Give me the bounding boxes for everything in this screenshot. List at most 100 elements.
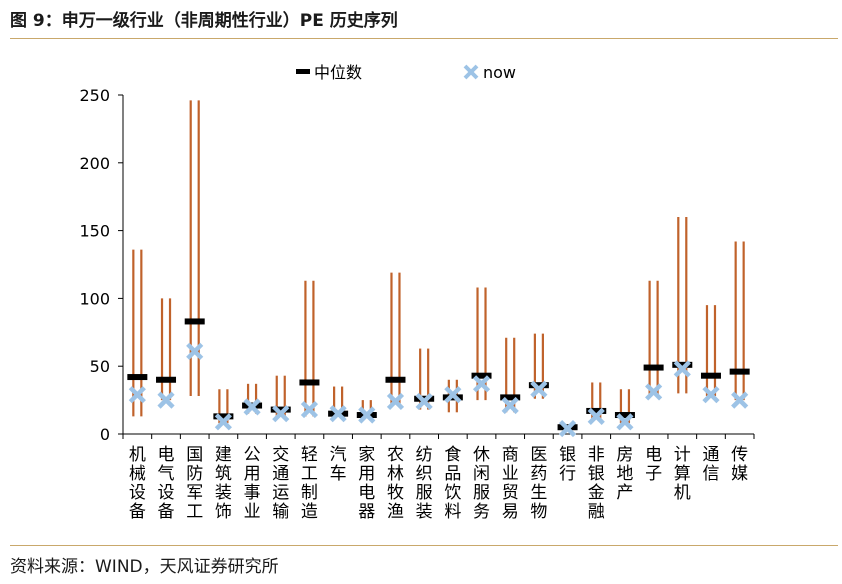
source-note: 资料来源：WIND，天风证券研究所 — [10, 557, 279, 577]
y-tick-label: 0 — [100, 425, 110, 444]
title-divider — [10, 38, 838, 39]
source-divider — [10, 545, 838, 546]
now-marker-stroke — [272, 405, 290, 423]
now-marker — [673, 360, 691, 378]
now-marker — [645, 383, 663, 401]
category-label: 汽车 — [330, 445, 347, 484]
now-marker — [587, 407, 605, 425]
now-marker-stroke — [501, 396, 519, 415]
category-label: 国防军工 — [186, 445, 203, 522]
figure-title: 图 9：申万一级行业（非周期性行业）PE 历史序列 — [10, 11, 398, 31]
category-label: 商业贸易 — [502, 445, 519, 522]
category-label: 食品饮料 — [444, 445, 461, 522]
category-labels: 机械设备电气设备国防军工建筑装饰公用事业交通运输轻工制造汽车家用电器农林牧渔纺织… — [129, 445, 748, 522]
now-marker — [501, 396, 519, 415]
category-label: 传媒 — [731, 445, 748, 484]
y-tick-label: 50 — [90, 357, 110, 376]
category-label: 非银金融 — [588, 445, 605, 522]
category-label: 通信 — [702, 445, 719, 484]
now-marker-stroke — [329, 405, 347, 423]
now-marker — [444, 386, 462, 404]
now-marker-stroke — [702, 386, 720, 404]
now-marker-stroke — [214, 413, 232, 431]
now-marker — [300, 401, 319, 419]
median-marker — [127, 374, 148, 381]
category-label: 房地产 — [616, 445, 633, 503]
now-marker-stroke — [558, 419, 577, 438]
median-marker — [156, 376, 177, 383]
category-label: 机械设备 — [129, 445, 146, 522]
now-marker-stroke — [243, 398, 261, 416]
category-label: 建筑装饰 — [215, 445, 232, 522]
now-marker-stroke — [616, 413, 634, 431]
now-marker-stroke — [530, 380, 548, 398]
now-marker — [731, 391, 749, 409]
median-marker — [184, 318, 205, 325]
y-tick-label: 100 — [79, 289, 110, 308]
category-label: 电气设备 — [158, 445, 175, 522]
median-marker — [614, 412, 635, 419]
median-marker — [270, 406, 291, 413]
now-marker — [157, 391, 175, 409]
now-marker-stroke — [587, 407, 605, 425]
legend-now-label: now — [483, 63, 516, 82]
median-marker — [385, 376, 406, 383]
category-label: 农林牧渔 — [387, 445, 404, 522]
median-marker — [729, 368, 750, 375]
category-label: 医药生物 — [530, 445, 547, 522]
x-axis — [122, 433, 755, 439]
category-label: 休闲服务 — [473, 445, 490, 522]
now-marker-stroke — [444, 386, 462, 404]
category-label: 纺织服装 — [416, 445, 433, 522]
legend-median-marker — [296, 69, 310, 74]
legend-now-marker — [463, 64, 479, 80]
now-marker-stroke — [300, 401, 319, 419]
category-label: 银行 — [559, 445, 576, 484]
legend-median-label: 中位数 — [314, 63, 362, 82]
now-marker — [558, 419, 577, 438]
median-marker — [500, 394, 521, 401]
y-tick-label: 250 — [79, 86, 110, 105]
median-marker — [471, 372, 492, 379]
now-marker — [415, 392, 433, 411]
category-label: 计算机 — [674, 445, 691, 503]
median-marker — [643, 364, 664, 371]
median-marker — [213, 413, 234, 420]
y-tick-label: 200 — [79, 154, 110, 173]
category-label: 轻工制造 — [301, 445, 318, 522]
now-marker — [128, 386, 146, 404]
category-label: 电子 — [645, 445, 662, 484]
chart-legend: 中位数 now — [296, 63, 516, 82]
now-marker — [472, 375, 491, 393]
now-marker-stroke — [386, 392, 405, 411]
y-axis: 0 50 100 150 200 250 — [79, 86, 124, 444]
now-marker — [386, 392, 405, 411]
now-marker-stroke — [645, 383, 663, 401]
now-marker — [272, 405, 290, 423]
now-marker — [186, 342, 204, 360]
now-marker — [243, 398, 261, 416]
now-marker-stroke — [128, 386, 146, 404]
now-marker-stroke — [415, 392, 433, 411]
now-marker — [530, 380, 548, 398]
y-tick-label: 150 — [79, 222, 110, 241]
now-marker-stroke — [358, 406, 376, 424]
now-marker — [616, 413, 634, 431]
now-marker — [358, 406, 376, 424]
data-marks — [127, 100, 750, 438]
median-marker — [672, 361, 693, 368]
category-label: 交通运输 — [272, 445, 289, 522]
now-marker-stroke — [731, 391, 749, 409]
now-marker — [214, 413, 232, 431]
now-marker-stroke — [186, 342, 204, 360]
now-marker-stroke — [157, 391, 175, 409]
now-marker — [329, 405, 347, 423]
median-marker — [700, 372, 721, 379]
median-marker — [528, 382, 549, 389]
now-marker-stroke — [472, 375, 491, 393]
now-marker-stroke — [673, 360, 691, 378]
category-label: 公用事业 — [244, 445, 261, 522]
median-marker — [586, 407, 607, 414]
median-marker — [299, 379, 320, 386]
